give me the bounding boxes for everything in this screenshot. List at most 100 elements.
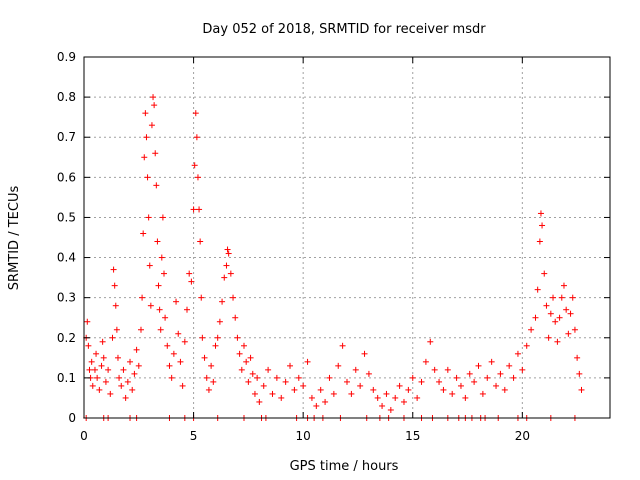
data-point (224, 246, 231, 253)
data-point (256, 398, 263, 405)
data-point (352, 366, 359, 373)
data-point (86, 366, 93, 373)
data-point (221, 274, 228, 281)
data-point (223, 262, 230, 269)
data-point (181, 338, 188, 345)
y-tick-label: 0.1 (57, 371, 76, 385)
data-point (112, 302, 119, 309)
data-point (122, 394, 129, 401)
data-point (251, 390, 258, 397)
data-point (534, 286, 541, 293)
data-point (569, 294, 576, 301)
data-point (216, 318, 223, 325)
data-point (191, 162, 198, 169)
data-point (139, 294, 146, 301)
data-point (308, 394, 315, 401)
data-point (143, 134, 150, 141)
data-point (170, 350, 177, 357)
data-point (392, 394, 399, 401)
data-point (150, 94, 157, 101)
data-point (571, 326, 578, 333)
data-point (449, 390, 456, 397)
data-point (370, 386, 377, 393)
data-point (560, 282, 567, 289)
axis-ticks: 0 0.1 0.2 0.3 0.4 0.5 0.6 0.7 0.8 0.9 0 5 10 15 20 (57, 50, 610, 443)
data-point (528, 326, 535, 333)
data-point (313, 402, 320, 409)
data-point (129, 386, 136, 393)
data-point (155, 282, 162, 289)
data-point (127, 358, 134, 365)
data-point (84, 318, 91, 325)
data-point (173, 298, 180, 305)
data-point (444, 366, 451, 373)
x-tick-label: 0 (80, 429, 88, 443)
data-point (113, 326, 120, 333)
data-point (208, 362, 215, 369)
data-point (198, 294, 205, 301)
data-point (361, 350, 368, 357)
data-point (278, 394, 285, 401)
data-point (414, 394, 421, 401)
x-tick-label: 15 (405, 429, 420, 443)
data-point (168, 374, 175, 381)
data-point (484, 374, 491, 381)
data-point (254, 374, 261, 381)
data-point (440, 386, 447, 393)
data-point (479, 390, 486, 397)
data-point (326, 374, 333, 381)
data-point (144, 174, 151, 181)
data-point (317, 386, 324, 393)
data-point (120, 366, 127, 373)
data-point (409, 374, 416, 381)
data-point (91, 366, 98, 373)
data-point (110, 266, 117, 273)
data-point (348, 390, 355, 397)
data-point (457, 382, 464, 389)
data-point (379, 402, 386, 409)
data-point (210, 378, 217, 385)
data-point (436, 378, 443, 385)
data-point (291, 386, 298, 393)
data-point (554, 338, 561, 345)
y-axis-title: SRMTID / TECUs (7, 186, 22, 291)
data-point (400, 398, 407, 405)
data-point (219, 298, 226, 305)
data-point (214, 334, 221, 341)
data-point (230, 294, 237, 301)
y-tick-label: 0.2 (57, 331, 76, 345)
data-point (177, 358, 184, 365)
data-point (175, 330, 182, 337)
data-point (510, 374, 517, 381)
data-point (205, 386, 212, 393)
data-point (365, 370, 372, 377)
data-point (140, 230, 147, 237)
data-point (118, 382, 125, 389)
data-point (179, 382, 186, 389)
data-point (148, 122, 155, 129)
data-point (471, 378, 478, 385)
data-point (578, 386, 585, 393)
data-point (151, 102, 158, 109)
data-point (431, 366, 438, 373)
y-tick-label: 0 (68, 411, 76, 425)
data-point (374, 394, 381, 401)
data-point (282, 378, 289, 385)
x-axis-title: GPS time / hours (290, 459, 399, 474)
data-point (145, 214, 152, 221)
data-point (543, 302, 550, 309)
data-point (99, 338, 106, 345)
data-point (212, 342, 219, 349)
data-point (94, 374, 101, 381)
data-point (497, 370, 504, 377)
data-point (98, 362, 105, 369)
data-point (193, 134, 200, 141)
data-point (501, 386, 508, 393)
data-point (116, 374, 123, 381)
data-point (523, 342, 530, 349)
data-point (565, 330, 572, 337)
data-point (475, 362, 482, 369)
data-point (396, 382, 403, 389)
data-point (158, 254, 165, 261)
